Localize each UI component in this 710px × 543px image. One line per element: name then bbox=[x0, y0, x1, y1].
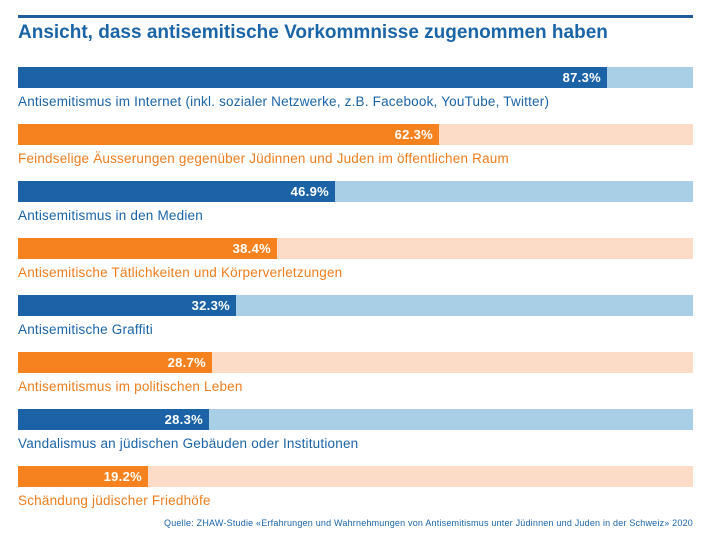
bar-category-label: Schändung jüdischer Friedhöfe bbox=[18, 493, 211, 508]
bar-row: 19.2% Schändung jüdischer Friedhöfe bbox=[18, 466, 693, 518]
bar-row: 38.4% Antisemitische Tätlichkeiten und Kö… bbox=[18, 238, 693, 290]
bar-track: 46.9% bbox=[18, 181, 693, 202]
bar-value-label: 32.3% bbox=[191, 298, 230, 313]
title-rule bbox=[18, 15, 693, 18]
bar-track: 38.4% bbox=[18, 238, 693, 259]
bar-value-label: 46.9% bbox=[290, 184, 329, 199]
bar bbox=[18, 352, 212, 373]
bar bbox=[18, 238, 277, 259]
bar-value-label: 19.2% bbox=[103, 469, 142, 484]
bar bbox=[18, 67, 607, 88]
bar bbox=[18, 124, 439, 145]
bar bbox=[18, 181, 335, 202]
bar-row: 32.3% Antisemitische Graffiti bbox=[18, 295, 693, 347]
bar-category-label: Antisemitismus im politischen Leben bbox=[18, 379, 243, 394]
bar bbox=[18, 466, 148, 487]
bar-row: 28.3% Vandalismus an jüdischen Gebäuden o… bbox=[18, 409, 693, 461]
bar-value-label: 87.3% bbox=[562, 70, 601, 85]
source-note: Quelle: ZHAW-Studie «Erfahrungen und Wah… bbox=[164, 518, 693, 528]
bar-row: 46.9% Antisemitismus in den Medien bbox=[18, 181, 693, 233]
bar-value-label: 38.4% bbox=[232, 241, 271, 256]
bar-category-label: Antisemitismus im Internet (inkl. sozial… bbox=[18, 94, 550, 109]
bar-category-label: Antisemitische Tätlichkeiten und Körperv… bbox=[18, 265, 343, 280]
bar-track: 28.3% bbox=[18, 409, 693, 430]
chart-title: Ansicht, dass antisemitische Vorkommniss… bbox=[18, 22, 608, 43]
bar-value-label: 28.7% bbox=[167, 355, 206, 370]
bar-track: 62.3% bbox=[18, 124, 693, 145]
bar-track: 32.3% bbox=[18, 295, 693, 316]
bar-category-label: Vandalismus an jüdischen Gebäuden oder I… bbox=[18, 436, 359, 451]
bar-category-label: Antisemitische Graffiti bbox=[18, 322, 153, 337]
bar-value-label: 28.3% bbox=[164, 412, 203, 427]
bar-track: 28.7% bbox=[18, 352, 693, 373]
bar-row: 62.3% Feindselige Äusserungen gegenüber J… bbox=[18, 124, 693, 176]
bar bbox=[18, 295, 236, 316]
bar-track: 87.3% bbox=[18, 67, 693, 88]
bar-category-label: Feindselige Äusserungen gegenüber Jüdinn… bbox=[18, 151, 509, 166]
bar-track: 19.2% bbox=[18, 466, 693, 487]
bar-value-label: 62.3% bbox=[394, 127, 433, 142]
bar-chart: 87.3% Antisemitismus im Internet (inkl. s… bbox=[18, 67, 693, 515]
bar-row: 87.3% Antisemitismus im Internet (inkl. s… bbox=[18, 67, 693, 119]
bar-category-label: Antisemitismus in den Medien bbox=[18, 208, 203, 223]
bar bbox=[18, 409, 209, 430]
bar-row: 28.7% Antisemitismus im politischen Leben bbox=[18, 352, 693, 404]
